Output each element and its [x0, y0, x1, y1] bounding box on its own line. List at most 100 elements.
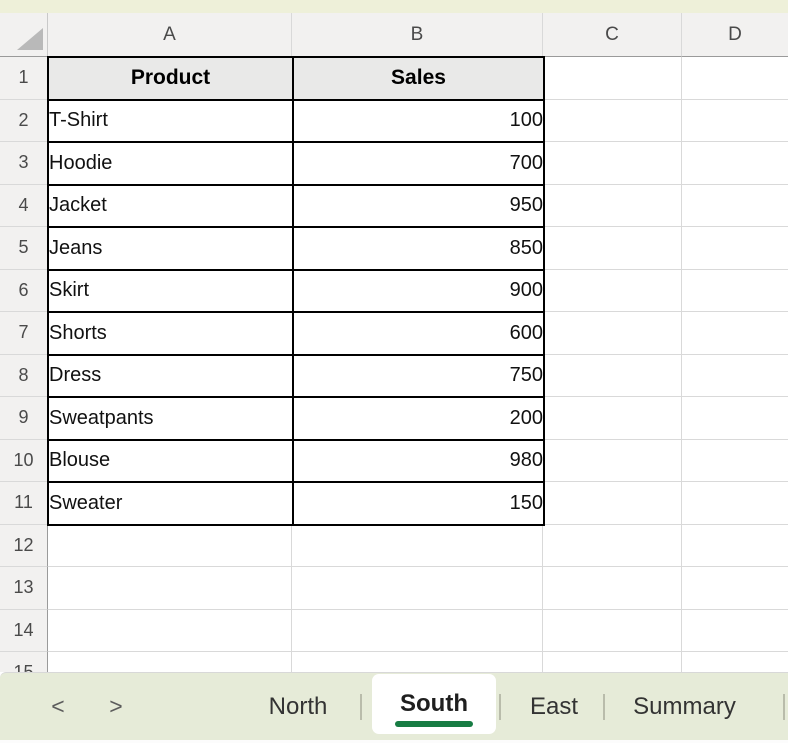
cell-c14[interactable]: [543, 609, 682, 652]
sheet-tab-north[interactable]: North: [268, 692, 328, 720]
column-header-a[interactable]: A: [48, 13, 292, 57]
cell-a15[interactable]: [48, 652, 292, 672]
product-cell[interactable]: Dress: [47, 353, 294, 398]
data-table: Product Sales T-Shirt 100 Hoodie 700 Jac…: [47, 56, 545, 526]
row-header-1[interactable]: 1: [0, 57, 48, 100]
column-header-d[interactable]: D: [682, 13, 788, 57]
cell-d9[interactable]: [682, 397, 788, 440]
sales-cell[interactable]: 750: [292, 353, 545, 398]
table-row: Jacket 950: [47, 183, 545, 228]
cell-c10[interactable]: [543, 439, 682, 482]
cell-c8[interactable]: [543, 354, 682, 397]
cell-d6[interactable]: [682, 269, 788, 312]
sales-cell[interactable]: 900: [292, 268, 545, 313]
cell-d11[interactable]: [682, 482, 788, 525]
row-header-5[interactable]: 5: [0, 227, 48, 270]
product-cell[interactable]: Sweater: [47, 481, 294, 526]
select-all-corner[interactable]: [0, 13, 48, 57]
cell-c2[interactable]: [543, 99, 682, 142]
cell-c1[interactable]: [543, 57, 682, 100]
cell-d1[interactable]: [682, 57, 788, 100]
product-cell[interactable]: Sweatpants: [47, 396, 294, 441]
table-row: Hoodie 700: [47, 141, 545, 186]
table-row: T-Shirt 100: [47, 98, 545, 143]
row-header-6[interactable]: 6: [0, 269, 48, 312]
sales-cell[interactable]: 950: [292, 183, 545, 228]
cell-b12[interactable]: [292, 524, 543, 567]
sales-cell[interactable]: 600: [292, 311, 545, 356]
product-header-cell[interactable]: Product: [47, 56, 294, 101]
table-row: Dress 750: [47, 353, 545, 398]
cell-b15[interactable]: [292, 652, 543, 672]
cell-c12[interactable]: [543, 524, 682, 567]
tab-nav-prev-button[interactable]: <: [51, 693, 65, 719]
cell-a12[interactable]: [48, 524, 292, 567]
product-cell[interactable]: T-Shirt: [47, 98, 294, 143]
product-cell[interactable]: Blouse: [47, 438, 294, 483]
row-header-2[interactable]: 2: [0, 99, 48, 142]
sales-cell[interactable]: 850: [292, 226, 545, 271]
cell-d14[interactable]: [682, 609, 788, 652]
cell-c3[interactable]: [543, 142, 682, 185]
product-cell[interactable]: Shorts: [47, 311, 294, 356]
cell-d15[interactable]: [682, 652, 788, 672]
row-header-15[interactable]: 15: [0, 652, 48, 672]
sheet-tab-summary[interactable]: Summary: [633, 692, 736, 720]
sheet-tab-east[interactable]: East: [529, 692, 579, 720]
row-header-12[interactable]: 12: [0, 524, 48, 567]
row-header-3[interactable]: 3: [0, 142, 48, 185]
cell-d5[interactable]: [682, 227, 788, 270]
cell-a14[interactable]: [48, 609, 292, 652]
cell-c5[interactable]: [543, 227, 682, 270]
sales-cell[interactable]: 700: [292, 141, 545, 186]
row-header-9[interactable]: 9: [0, 397, 48, 440]
product-cell[interactable]: Hoodie: [47, 141, 294, 186]
cell-c15[interactable]: [543, 652, 682, 672]
cell-d12[interactable]: [682, 524, 788, 567]
sheet-tab-south[interactable]: South: [372, 674, 496, 734]
cell-c4[interactable]: [543, 184, 682, 227]
cell-c11[interactable]: [543, 482, 682, 525]
product-cell[interactable]: Jeans: [47, 226, 294, 271]
cell-d4[interactable]: [682, 184, 788, 227]
row-header-11[interactable]: 11: [0, 482, 48, 525]
cell-d7[interactable]: [682, 312, 788, 355]
row-header-10[interactable]: 10: [0, 439, 48, 482]
cell-c13[interactable]: [543, 567, 682, 610]
cell-d2[interactable]: [682, 99, 788, 142]
cell-b13[interactable]: [292, 567, 543, 610]
select-all-icon: [17, 28, 43, 50]
cell-c7[interactable]: [543, 312, 682, 355]
sales-header-cell[interactable]: Sales: [292, 56, 545, 101]
cell-d3[interactable]: [682, 142, 788, 185]
row-header-13[interactable]: 13: [0, 567, 48, 610]
row-header-14[interactable]: 14: [0, 609, 48, 652]
sales-cell[interactable]: 150: [292, 481, 545, 526]
row-header-7[interactable]: 7: [0, 312, 48, 355]
row-header-4[interactable]: 4: [0, 184, 48, 227]
row-header-8[interactable]: 8: [0, 354, 48, 397]
table-row: Sweater 150: [47, 481, 545, 526]
sales-cell[interactable]: 200: [292, 396, 545, 441]
product-cell[interactable]: Jacket: [47, 183, 294, 228]
tab-separator: [360, 694, 362, 720]
column-header-c[interactable]: C: [543, 13, 682, 57]
sales-cell[interactable]: 980: [292, 438, 545, 483]
tab-nav-next-button[interactable]: >: [109, 693, 123, 719]
cell-a13[interactable]: [48, 567, 292, 610]
cell-b14[interactable]: [292, 609, 543, 652]
table-row: Jeans 850: [47, 226, 545, 271]
product-cell[interactable]: Skirt: [47, 268, 294, 313]
sheet-tab-bar: < > North South East Summary: [0, 672, 788, 740]
cell-d10[interactable]: [682, 439, 788, 482]
table-row: Blouse 980: [47, 438, 545, 483]
cell-d13[interactable]: [682, 567, 788, 610]
cell-c6[interactable]: [543, 269, 682, 312]
cell-d8[interactable]: [682, 354, 788, 397]
tab-separator: [499, 694, 501, 720]
sales-cell[interactable]: 100: [292, 98, 545, 143]
tab-separator: [603, 694, 605, 720]
cell-c9[interactable]: [543, 397, 682, 440]
column-header-b[interactable]: B: [292, 13, 543, 57]
